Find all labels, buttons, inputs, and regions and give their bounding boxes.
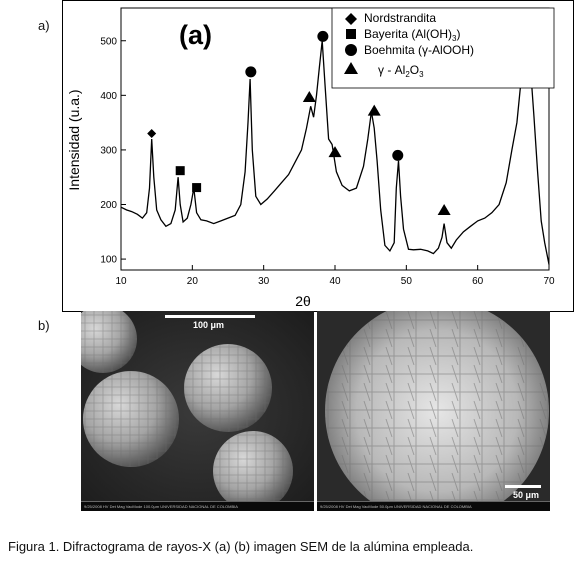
peak-marker-circle-4: [245, 66, 257, 78]
legend-label-boehmita: Boehmita (γ-AlOOH): [364, 43, 474, 57]
particle-top-right-texture: [184, 344, 272, 432]
sem-right-footer-text: 9/25/2008 HV Det Mag VacMode 50.0μm UNIV…: [320, 504, 472, 509]
x-tick-label-70: 70: [543, 276, 555, 287]
sem-left-footer-text: 9/25/2008 HV Det Mag VacMode 100.0μm UNI…: [84, 504, 238, 509]
peak-marker-square-2: [175, 166, 185, 176]
sem-image-right-picture: [317, 311, 550, 511]
x-tick-label-20: 20: [187, 276, 199, 287]
y-tick-label-200: 200: [100, 200, 117, 211]
sem-image-right: 50 μm 9/25/2008 HV Det Mag VacMode 50.0μ…: [317, 311, 550, 511]
legend-marker-square: [346, 29, 356, 39]
xrd-chart-svg: 10 20 30 40 50 60 70 100 200 300 400 500 Intensida…: [62, 0, 574, 312]
x-tick-label-60: 60: [472, 276, 484, 287]
sem-left-scalebar: [165, 315, 255, 318]
peak-marker-triangle-7: [328, 146, 342, 158]
x-tick-label-50: 50: [401, 276, 413, 287]
legend-label-bayerita: Bayerita (Al(OH)3): [364, 27, 460, 43]
peak-marker-circle-9: [392, 149, 404, 161]
particle-top-left-texture: [81, 311, 137, 373]
figure-caption: Figura 1. Difractograma de rayos-X (a) (…: [8, 539, 474, 554]
legend: Nordstrandita Bayerita (Al(OH)3) Boehmit…: [331, 7, 555, 89]
legend-marker-diamond: [345, 13, 357, 25]
sem-right-footer: 9/25/2008 HV Det Mag VacMode 50.0μm UNIV…: [317, 501, 550, 511]
sem-right-scale-label: 50 μm: [513, 490, 540, 500]
panel-label-a: a): [38, 18, 50, 33]
peak-marker-triangle-10: [437, 203, 451, 215]
legend-box: [331, 7, 555, 89]
x-tick-label-10: 10: [115, 276, 127, 287]
sem-left-scale-label: 100 μm: [193, 320, 225, 330]
panel-label-b: b): [38, 318, 50, 333]
sem-image-left-picture: [81, 311, 314, 511]
series-line-xrd: [120, 35, 550, 265]
particle-bottom-right-texture: [213, 431, 293, 511]
legend-marker-triangle: [344, 62, 358, 74]
peak-marker-circle-6: [317, 30, 329, 42]
legend-marker-circle: [345, 44, 357, 56]
chart-title: (a): [179, 20, 212, 50]
y-axis: 100 200 300 400 500: [100, 36, 126, 266]
sem-right-scalebar: [505, 485, 541, 488]
large-particle-texture: [325, 311, 549, 511]
y-axis-label: Intensidad (u.a.): [66, 89, 82, 190]
y-tick-label-400: 400: [100, 91, 117, 102]
peak-marker-triangle-8: [367, 104, 381, 116]
particle-mid-left-texture: [83, 371, 179, 467]
legend-label-nordstrandita: Nordstrandita: [364, 11, 436, 25]
xrd-chart: 10 20 30 40 50 60 70 100 200 300 400 500 Intensida…: [62, 0, 574, 312]
peak-marker-square-3: [192, 183, 202, 193]
sem-left-footer: 9/25/2008 HV Det Mag VacMode 100.0μm UNI…: [81, 501, 314, 511]
x-tick-label-30: 30: [258, 276, 270, 287]
sem-image-left: 100 μm 9/25/2008 HV Det Mag VacMode 100.…: [81, 311, 314, 511]
peak-marker-triangle-5: [302, 90, 316, 102]
y-tick-label-300: 300: [100, 145, 117, 156]
peak-marker-diamond-1: [147, 129, 157, 139]
y-tick-label-100: 100: [100, 255, 117, 266]
x-axis: 10 20 30 40 50 60 70: [115, 265, 555, 287]
y-tick-label-500: 500: [100, 36, 117, 47]
x-axis-label: 2θ: [295, 293, 311, 309]
legend-label-gamma-alumina: γ - Al2O3: [378, 63, 424, 79]
x-tick-label-40: 40: [329, 276, 341, 287]
